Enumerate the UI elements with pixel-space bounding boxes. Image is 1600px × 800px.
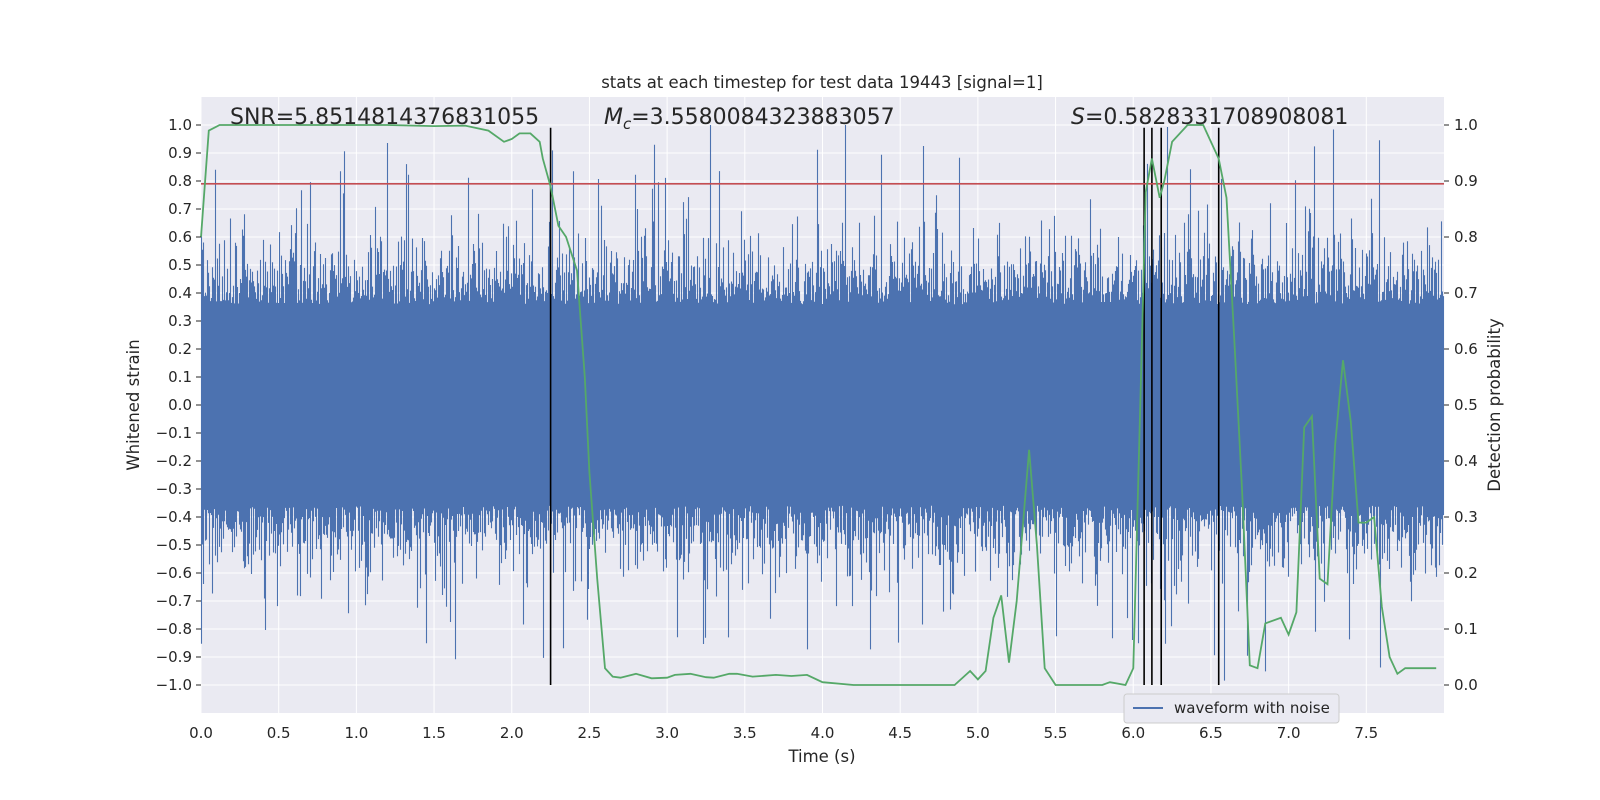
y-tick-label-16: 0.6 [168, 228, 192, 246]
y2-tick-label-10: 1.0 [1454, 116, 1478, 134]
y-tick-label-8: −0.2 [156, 452, 192, 470]
x-tick-label-6: 3.0 [655, 724, 679, 742]
y-tick-label-7: −0.3 [156, 480, 192, 498]
legend-label-waveform: waveform with noise [1174, 699, 1330, 717]
chart-title: stats at each timestep for test data 194… [601, 73, 1043, 92]
x-tick-label-2: 1.0 [344, 724, 368, 742]
y2-axis-label: Detection probability [1485, 318, 1504, 492]
x-tick-label-5: 2.5 [578, 724, 602, 742]
y-tick-label-9: −0.1 [156, 424, 192, 442]
x-tick-label-7: 3.5 [733, 724, 757, 742]
y2-tick-label-9: 0.9 [1454, 172, 1478, 190]
waveform-series [200, 125, 1445, 681]
snr-annotation: SNR=5.8514814376831055 [230, 105, 539, 130]
x-tick-label-11: 5.5 [1044, 724, 1068, 742]
y-tick-label-17: 0.7 [168, 200, 192, 218]
x-tick-label-1: 0.5 [267, 724, 291, 742]
y-tick-label-11: 0.1 [168, 368, 192, 386]
x-tick-label-3: 1.5 [422, 724, 446, 742]
y-axis-ticks: −1.0 −0.9 −0.8 −0.7 −0.6 −0.5 −0.4 −0.3 −0.2 −0.1… [156, 116, 201, 694]
y-tick-label-15: 0.5 [168, 256, 192, 274]
y2-tick-label-7: 0.7 [1454, 284, 1478, 302]
chirp-mass-annotation: Mc=3.5580084323883057 [604, 105, 895, 133]
y2-tick-label-0: 0.0 [1454, 676, 1478, 694]
y-tick-label-4: −0.6 [156, 564, 192, 582]
x-axis-label: Time (s) [787, 747, 855, 766]
x-tick-label-12: 6.0 [1121, 724, 1145, 742]
detection-probability-series [200, 124, 1437, 687]
x-tick-label-13: 6.5 [1199, 724, 1223, 742]
y2-tick-label-4: 0.4 [1454, 452, 1478, 470]
y-tick-label-13: 0.3 [168, 312, 192, 330]
y-tick-label-2: −0.8 [156, 620, 192, 638]
x-axis-ticks: 0.0 0.5 1.0 1.5 2.0 2.5 3.0 3.5 4.0 4.5 5.0 5.5 6.0 6… [189, 724, 1378, 742]
x-tick-label-9: 4.5 [888, 724, 912, 742]
waveform-line [200, 125, 1445, 681]
detection-probability-line [200, 124, 1437, 687]
x-tick-label-4: 2.0 [500, 724, 524, 742]
y-tick-label-19: 0.9 [168, 144, 192, 162]
chirp-mass-subscript: c [623, 115, 632, 133]
y2-tick-label-8: 0.8 [1454, 228, 1478, 246]
x-tick-label-10: 5.0 [966, 724, 990, 742]
s-symbol: S [1071, 105, 1085, 130]
y2-tick-label-1: 0.1 [1454, 620, 1478, 638]
y-tick-label-18: 0.8 [168, 172, 192, 190]
y-tick-label-5: −0.5 [156, 536, 192, 554]
y-tick-label-6: −0.4 [156, 508, 192, 526]
y2-tick-label-3: 0.3 [1454, 508, 1478, 526]
vertical-markers [549, 127, 1220, 685]
y-tick-label-10: 0.0 [168, 396, 192, 414]
y2-tick-label-5: 0.5 [1454, 396, 1478, 414]
y-tick-label-20: 1.0 [168, 116, 192, 134]
y-tick-label-0: −1.0 [156, 676, 192, 694]
y2-axis-ticks: 0.0 0.1 0.2 0.3 0.4 0.5 0.6 0.7 0.8 0.9 1.0 [1444, 116, 1478, 694]
legend-box [1123, 693, 1340, 724]
y-tick-label-3: −0.7 [156, 592, 192, 610]
y-tick-label-14: 0.4 [168, 284, 192, 302]
chirp-mass-symbol: M [604, 105, 623, 130]
x-tick-label-8: 4.0 [811, 724, 835, 742]
y-axis-label: Whitened strain [124, 339, 143, 470]
chirp-mass-value: =3.5580084323883057 [631, 105, 894, 130]
y2-tick-label-2: 0.2 [1454, 564, 1478, 582]
s-annotation: S=0.5828331708908081 [1071, 105, 1348, 130]
legend: waveform with noise [1123, 693, 1340, 724]
y-tick-label-12: 0.2 [168, 340, 192, 358]
x-tick-label-15: 7.5 [1354, 724, 1378, 742]
x-tick-label-14: 7.0 [1277, 724, 1301, 742]
y2-tick-label-6: 0.6 [1454, 340, 1478, 358]
x-tick-label-0: 0.0 [189, 724, 213, 742]
s-value: =0.5828331708908081 [1085, 105, 1348, 130]
y-tick-label-1: −0.9 [156, 648, 192, 666]
